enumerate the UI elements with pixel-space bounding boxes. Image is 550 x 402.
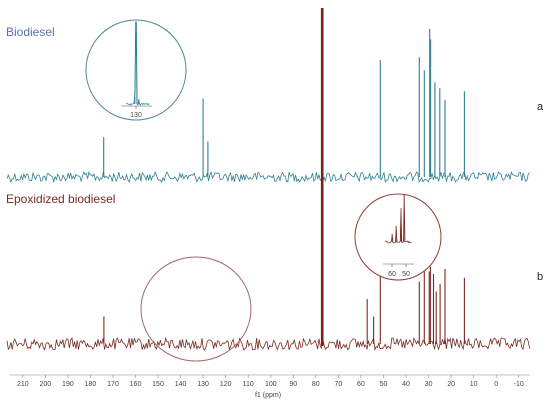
x-tick-label: 180 [85,381,97,388]
x-axis-ticks: 210 200 190 180 170 160 150 140 130 120 110 100 90 80… [17,375,524,388]
inset-a-tick-label: 130 [130,112,142,119]
spectrum-b-trace [6,336,530,352]
spectrum-a-trace [6,170,530,184]
x-tick-label: -10 [514,381,524,388]
x-tick-label: 170 [107,381,119,388]
legend-biodiesel: Biodiesel [6,25,55,39]
legend-epoxidized-biodiesel: Epoxidized biodiesel [6,192,115,206]
x-tick-label: 120 [220,381,232,388]
inset-b-tick-label-50: 50 [402,271,410,278]
inset-a-trace [125,21,150,106]
inset-b-circle [354,193,442,281]
panel-label-a: a [537,101,544,113]
x-tick-label: 50 [380,381,388,388]
x-tick-label: 140 [175,381,187,388]
x-tick-label: 200 [39,381,51,388]
x-tick-label: 30 [425,381,433,388]
x-tick-label: 0 [494,381,498,388]
panel-label-b: b [537,271,543,283]
x-tick-label: 70 [335,381,343,388]
inset-b-zoom: 60 50 [354,193,442,281]
x-tick-label: 40 [402,381,410,388]
x-tick-label: 60 [357,381,365,388]
x-tick-label: 150 [152,381,164,388]
x-tick-label: 190 [62,381,74,388]
x-tick-label: 110 [243,381,254,388]
x-tick-label: 90 [289,381,297,388]
x-tick-label: 130 [197,381,209,388]
inset-b-tick-label-60: 60 [388,271,396,278]
x-tick-label: 80 [312,381,320,388]
x-tick-label: 20 [447,381,455,388]
x-axis-title: f1 (ppm) [255,392,281,399]
spectra-group [6,170,530,352]
x-tick-label: 210 [17,381,29,388]
spectrum-b-peaks [103,266,465,344]
inset-b-trace [384,193,412,244]
inset-a-zoom: 130 [85,19,187,121]
highlight-circle [140,256,252,362]
x-tick-label: 160 [130,381,142,388]
x-tick-label: 100 [265,381,277,388]
x-tick-label: 10 [470,381,478,388]
spectrum-a-peaks [103,29,465,177]
x-axis: 210 200 190 180 170 160 150 140 130 120 110 100 90 80… [10,374,530,399]
